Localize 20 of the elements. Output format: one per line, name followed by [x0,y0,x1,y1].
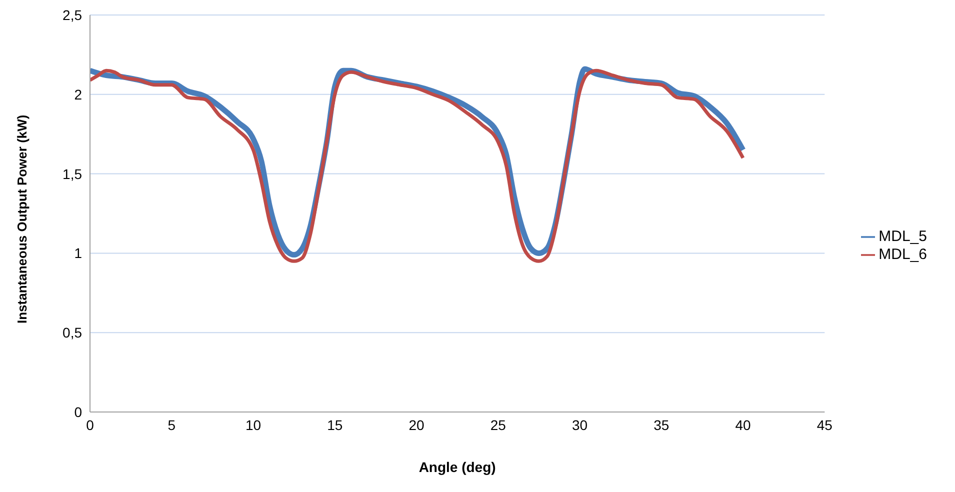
x-tick-label: 5 [168,416,176,433]
x-tick-label: 20 [408,416,425,433]
y-tick-label: 0 [74,404,82,420]
x-tick-label: 25 [490,416,506,433]
x-axis-title: Angle (deg) [418,459,496,475]
x-tick-label: 10 [245,416,262,433]
y-tick-label: 1 [74,245,82,262]
y-tick-label: 2,5 [62,6,82,23]
y-tick-label: 0,5 [62,324,82,341]
y-tick-label: 2 [74,86,82,102]
y-tick-label: 1,5 [62,166,82,182]
x-tick-label: 30 [572,416,588,433]
x-tick-label: 40 [735,416,752,433]
x-tick-label: 35 [654,416,670,433]
legend-label: MDL_6 [878,246,927,263]
x-tick-label: 15 [327,416,343,433]
x-tick-label: 0 [86,416,94,433]
y-axis-title: Instantaneous Output Power (kW) [14,114,30,324]
legend-label: MDL_5 [878,228,927,245]
x-tick-label: 45 [816,416,833,433]
